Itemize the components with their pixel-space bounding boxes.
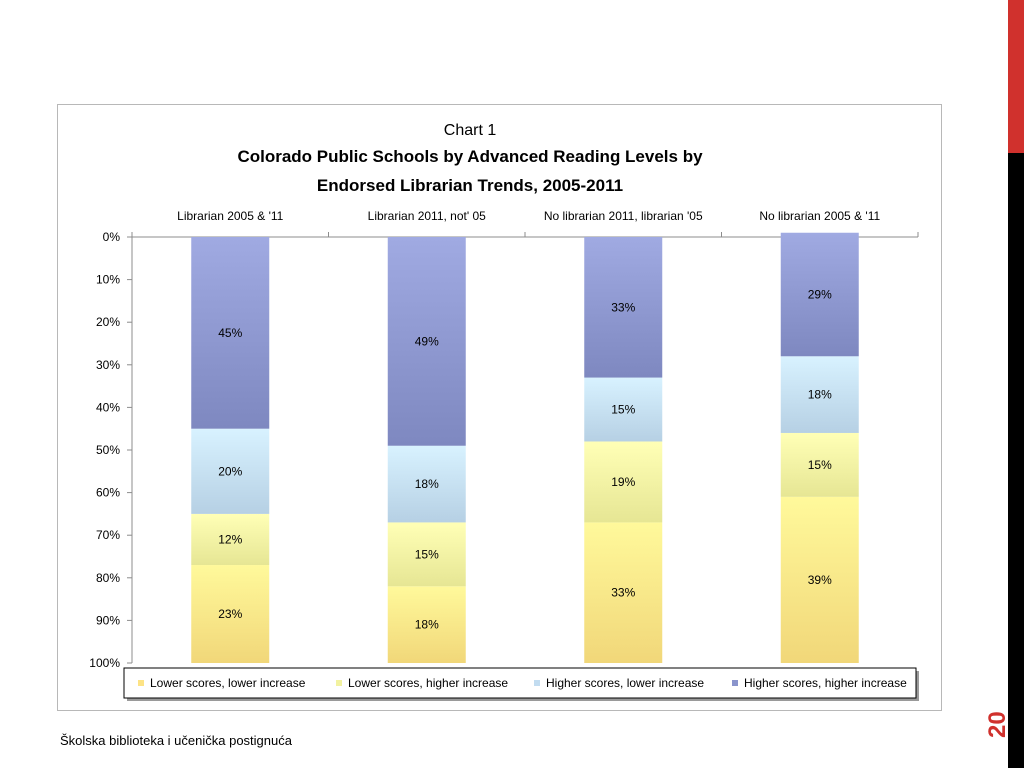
chart-title-line3: Endorsed Librarian Trends, 2005-2011 (317, 176, 623, 195)
data-label: 33% (611, 586, 635, 600)
bar-segment (780, 356, 859, 433)
bar-segment (191, 513, 270, 566)
category-label: Librarian 2005 & '11 (177, 209, 283, 223)
y-tick-label: 10% (96, 273, 120, 287)
data-label: 19% (611, 475, 635, 489)
data-label: 33% (611, 300, 635, 314)
y-tick-label: 0% (103, 230, 121, 244)
category-label: No librarian 2011, librarian '05 (544, 209, 703, 223)
bar-segment (584, 441, 663, 523)
data-label: 45% (218, 326, 242, 340)
bar-segment (584, 237, 663, 378)
chart-svg: Chart 1 Colorado Public Schools by Advan… (89, 122, 919, 701)
side-bar-accent (1008, 0, 1024, 153)
legend-label: Higher scores, higher increase (744, 676, 907, 690)
data-label: 23% (218, 607, 242, 621)
slide-side-bar (1008, 0, 1024, 768)
data-label: 18% (808, 388, 832, 402)
bar-segment (780, 232, 859, 357)
y-tick-label: 20% (96, 315, 120, 329)
legend-swatch (336, 680, 342, 686)
data-label: 18% (415, 477, 439, 491)
page-number: 20 (984, 711, 1011, 739)
y-tick-label: 70% (96, 528, 120, 542)
data-label: 15% (415, 547, 439, 561)
bar-segment (780, 432, 859, 497)
legend-label: Higher scores, lower increase (546, 676, 704, 690)
chart-title-line1: Chart 1 (444, 122, 497, 139)
data-label: 15% (808, 458, 832, 472)
chart-title-line2: Colorado Public Schools by Advanced Read… (237, 147, 703, 166)
legend-swatch (534, 680, 540, 686)
bar-segment (584, 522, 663, 663)
y-tick-label: 90% (96, 613, 120, 627)
data-label: 20% (218, 464, 242, 478)
bar-segment (387, 522, 466, 587)
bar-segment (584, 377, 663, 442)
data-label: 18% (415, 618, 439, 632)
bar-segment (191, 428, 270, 514)
category-label: Librarian 2011, not' 05 (368, 209, 486, 223)
y-tick-label: 40% (96, 400, 120, 414)
data-label: 29% (808, 288, 832, 302)
bar-segment (780, 496, 859, 663)
data-label: 12% (218, 532, 242, 546)
data-label: 15% (611, 403, 635, 417)
y-tick-label: 100% (89, 656, 120, 670)
data-label: 39% (808, 573, 832, 587)
y-tick-label: 60% (96, 486, 120, 500)
y-tick-label: 80% (96, 571, 120, 585)
bar-segment (387, 237, 466, 446)
data-label: 49% (415, 334, 439, 348)
legend-swatch (732, 680, 738, 686)
footer-text: Školska biblioteka i učenička postignuća (60, 733, 292, 748)
category-label: No librarian 2005 & '11 (759, 209, 880, 223)
legend-box (123, 667, 917, 699)
y-tick-label: 30% (96, 358, 120, 372)
bar-segment (387, 586, 466, 663)
bar-segment (191, 237, 270, 429)
chart-frame: Chart 1 Colorado Public Schools by Advan… (57, 104, 942, 711)
legend-label: Lower scores, higher increase (348, 676, 508, 690)
bar-segment (191, 565, 270, 663)
bar-segment (387, 445, 466, 523)
legend-swatch (138, 680, 144, 686)
y-tick-label: 50% (96, 443, 120, 457)
legend-label: Lower scores, lower increase (150, 676, 306, 690)
